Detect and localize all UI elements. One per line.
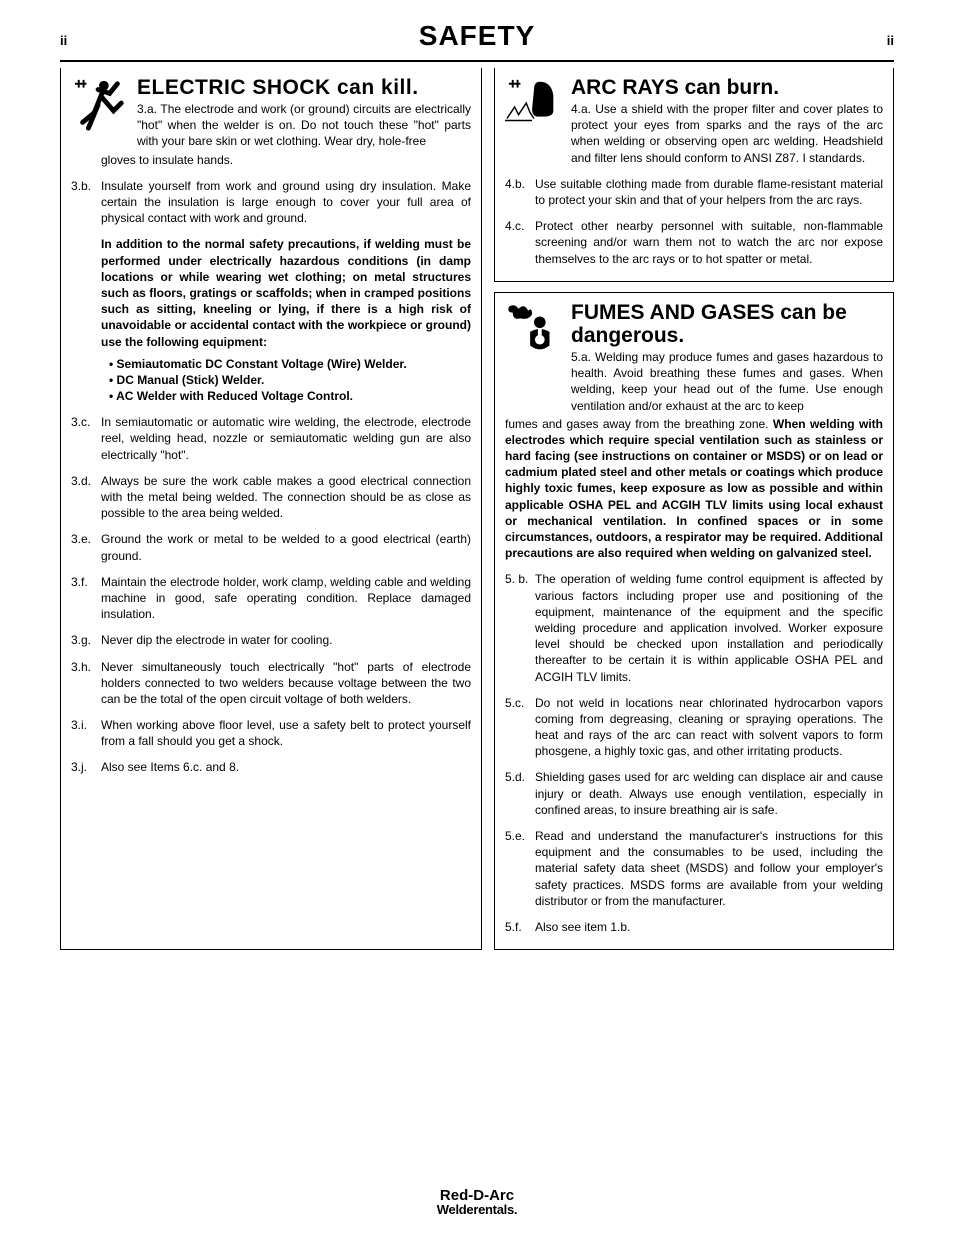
item-3g-num: 3.g. [71, 632, 101, 648]
item-3i-text: When working above floor level, use a sa… [101, 717, 471, 749]
page-number-right: ii [887, 33, 894, 48]
item-3h-num: 3.h. [71, 659, 101, 708]
item-5d-text: Shielding gases used for arc welding can… [535, 769, 883, 818]
item-3j-num: 3.j. [71, 759, 101, 775]
item-5f-num: 5.f. [505, 919, 535, 935]
item-4c-text: Protect other nearby personnel with suit… [535, 218, 883, 267]
item-4a-text: Use a shield with the proper filter and … [571, 102, 883, 165]
item-5a-cont: fumes and gases away from the breathing … [505, 416, 883, 562]
item-3d-num: 3.d. [71, 473, 101, 522]
bullet-2: DC Manual (Stick) Welder. [109, 372, 471, 388]
item-3h-text: Never simultaneously touch electrically … [101, 659, 471, 708]
item-3b-text: Insulate yourself from work and ground u… [101, 178, 471, 227]
item-3d-text: Always be sure the work cable makes a go… [101, 473, 471, 522]
item-5a-num: 5.a. [571, 350, 591, 364]
item-3a-text: The electrode and work (or ground) circu… [137, 102, 471, 148]
item-4a-num: 4.a. [571, 102, 591, 116]
logo-line2: Welderentals. [0, 1203, 954, 1217]
item-5f-text: Also see item 1.b. [535, 919, 883, 935]
bullet-3: AC Welder with Reduced Voltage Control. [109, 388, 471, 404]
fumes-heading: FUMES AND GASES can be dangerous. [571, 301, 883, 347]
item-5d-num: 5.d. [505, 769, 535, 818]
header-rule [60, 60, 894, 62]
fumes-icon [505, 301, 563, 359]
arc-heading: ARC RAYS can burn. [571, 76, 883, 99]
item-4c-num: 4.c. [505, 218, 535, 267]
shock-icon [71, 76, 129, 134]
item-3a-cont: gloves to insulate hands. [101, 152, 471, 168]
item-3b-num: 3.b. [71, 178, 101, 227]
right-column: ARC RAYS can burn. 4.a. Use a shield wit… [494, 68, 894, 950]
electric-shock-section: ELECTRIC SHOCK can kill. 3.a. The electr… [60, 68, 482, 950]
logo-line1: Red-D-Arc [0, 1188, 954, 1204]
item-3b-bold: In addition to the normal safety precaut… [101, 236, 471, 349]
content-columns: ELECTRIC SHOCK can kill. 3.a. The electr… [60, 68, 894, 950]
item-5b-text: The operation of welding fume control eq… [535, 571, 883, 684]
fumes-section: FUMES AND GASES can be dangerous. 5.a. W… [494, 292, 894, 950]
arc-rays-section: ARC RAYS can burn. 4.a. Use a shield wit… [494, 68, 894, 282]
bullet-1: Semiautomatic DC Constant Voltage (Wire)… [109, 356, 471, 372]
electric-heading: ELECTRIC SHOCK can kill. [137, 76, 471, 99]
item-5e-text: Read and understand the manufacturer's i… [535, 828, 883, 909]
page-number-left: ii [60, 33, 67, 48]
arc-icon [505, 76, 563, 134]
page-header: ii SAFETY ii [60, 20, 894, 52]
item-5c-text: Do not weld in locations near chlorinate… [535, 695, 883, 760]
item-3a-num: 3.a. [137, 102, 157, 116]
item-3j-text: Also see Items 6.c. and 8. [101, 759, 471, 775]
item-5e-num: 5.e. [505, 828, 535, 909]
item-3i-num: 3.i. [71, 717, 101, 749]
item-4b-text: Use suitable clothing made from durable … [535, 176, 883, 208]
item-3f-num: 3.f. [71, 574, 101, 623]
item-5a-text: Welding may produce fumes and gases haza… [571, 350, 883, 413]
item-5c-num: 5.c. [505, 695, 535, 760]
item-4b-num: 4.b. [505, 176, 535, 208]
item-5b-num: 5. b. [505, 571, 535, 684]
item-3c-text: In semiautomatic or automatic wire weldi… [101, 414, 471, 463]
item-3g-text: Never dip the electrode in water for coo… [101, 632, 471, 648]
item-3c-num: 3.c. [71, 414, 101, 463]
item-3f-text: Maintain the electrode holder, work clam… [101, 574, 471, 623]
footer-logo: Red-D-Arc Welderentals. [0, 1188, 954, 1217]
equipment-bullets: Semiautomatic DC Constant Voltage (Wire)… [109, 356, 471, 405]
item-3e-text: Ground the work or metal to be welded to… [101, 531, 471, 563]
page-title: SAFETY [419, 20, 535, 52]
item-3e-num: 3.e. [71, 531, 101, 563]
